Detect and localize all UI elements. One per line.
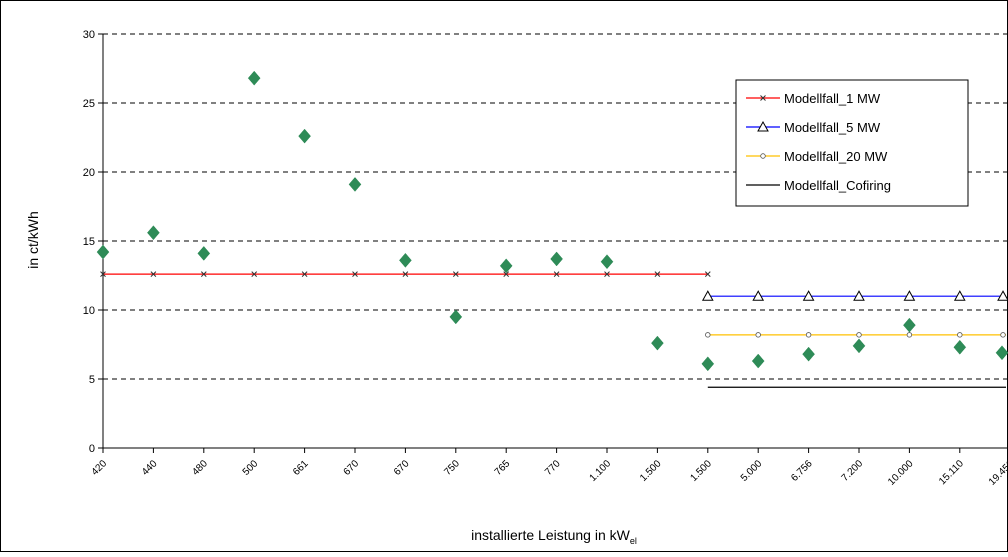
point-modellfall-1-mw-5-stroke-b xyxy=(352,271,358,277)
point-modellfall-1-mw-12-stroke-b xyxy=(704,271,711,277)
y-tick-label-30: 30 xyxy=(83,29,95,41)
point-modellfall-20-mw-12 xyxy=(705,332,711,338)
data-point-2 xyxy=(197,246,211,261)
point-modellfall-20-mw-17 xyxy=(957,332,963,338)
point-modellfall-1-mw-12 xyxy=(704,271,711,277)
x-axis-label: installierte Leistung in kWel xyxy=(471,527,637,546)
point-modellfall-1-mw-2-stroke-b xyxy=(200,271,207,277)
series-modellfall-5-mw xyxy=(701,290,1008,301)
legend-label-modellfall-20-mw: Modellfall_20 MW xyxy=(784,149,888,164)
point-modellfall-5-mw-18 xyxy=(997,290,1008,301)
data-point-8 xyxy=(499,258,513,274)
series xyxy=(96,70,1008,388)
point-modellfall-1-mw-4 xyxy=(301,271,308,277)
data-point-15 xyxy=(852,338,866,354)
data-point-12 xyxy=(701,356,715,372)
data-point-5 xyxy=(348,177,362,192)
series-modellfall-20-mw xyxy=(705,332,1006,338)
point-modellfall-1-mw-11-stroke-b xyxy=(654,271,661,277)
data-point-18 xyxy=(995,345,1008,361)
x-axis-label-main: installierte Leistung in kW xyxy=(471,527,631,543)
legend: Modellfall_1 MW Modellfall_5 MW Modellfall… xyxy=(735,79,969,207)
data-point-11 xyxy=(651,335,664,351)
legend-marker-modellfall-20-mw xyxy=(760,153,766,159)
point-modellfall-1-mw-3-stroke-b xyxy=(251,271,258,277)
point-modellfall-1-mw-10 xyxy=(604,271,610,277)
y-tick-label-0: 0 xyxy=(89,443,95,455)
y-tick-label-25: 25 xyxy=(83,98,95,110)
legend-marker-modellfall-5-mw xyxy=(757,120,769,132)
point-modellfall-1-mw-7-stroke-b xyxy=(452,271,459,277)
point-modellfall-1-mw-0 xyxy=(100,271,106,277)
point-modellfall-20-mw-16 xyxy=(906,332,913,338)
point-modellfall-1-mw-10-stroke-b xyxy=(604,271,610,277)
legend-item-modellfall-5-mw: Modellfall_5 MW xyxy=(746,120,881,135)
legend-item-modellfall-20-mw: Modellfall_20 MW xyxy=(746,149,888,164)
axes xyxy=(98,33,1008,453)
y-tick-label-5: 5 xyxy=(89,374,95,386)
point-modellfall-5-mw-12 xyxy=(701,290,714,301)
legend-marker-modellfall-1-mw-stroke-b xyxy=(760,95,766,101)
point-modellfall-1-mw-6-stroke-b xyxy=(402,271,409,277)
point-modellfall-1-mw-0-stroke-b xyxy=(100,271,106,277)
point-modellfall-1-mw-8-stroke-b xyxy=(503,271,510,277)
legend-label-modellfall-5-mw: Modellfall_5 MW xyxy=(784,120,881,135)
legend-marker-modellfall-1-mw xyxy=(760,95,766,101)
point-modellfall-5-mw-16 xyxy=(903,290,916,301)
data-point-13 xyxy=(751,353,765,369)
gridlines xyxy=(103,33,1008,380)
point-modellfall-1-mw-7 xyxy=(452,271,459,277)
point-modellfall-1-mw-9-stroke-b xyxy=(553,271,560,277)
point-modellfall-1-mw-11 xyxy=(654,271,661,277)
point-modellfall-1-mw-9 xyxy=(553,271,560,277)
data-point-3 xyxy=(247,70,261,86)
data-point-0 xyxy=(96,244,110,260)
data-point-4 xyxy=(298,128,311,144)
point-modellfall-20-mw-18 xyxy=(1000,332,1006,338)
legend-item-modellfall-1-mw: Modellfall_1 MW xyxy=(746,91,881,106)
data-point-7 xyxy=(449,309,463,325)
point-modellfall-1-mw-6 xyxy=(402,271,409,277)
x-axis-label-subscript: el xyxy=(630,536,637,546)
series-modellfall-1-mw xyxy=(100,271,711,277)
point-modellfall-1-mw-1 xyxy=(150,271,157,277)
data-point-6 xyxy=(399,252,412,268)
point-modellfall-1-mw-2 xyxy=(200,271,207,277)
point-modellfall-1-mw-5 xyxy=(352,271,358,277)
data-point-16 xyxy=(903,317,916,333)
y-tick-label-15: 15 xyxy=(83,236,95,248)
legend-item-modellfall-cofiring: Modellfall_Cofiring xyxy=(746,178,891,193)
point-modellfall-20-mw-15 xyxy=(856,332,862,338)
point-modellfall-5-mw-17 xyxy=(953,290,966,301)
series-datapoints xyxy=(96,70,1008,372)
data-point-1 xyxy=(147,225,160,241)
data-point-14 xyxy=(802,346,815,362)
point-modellfall-1-mw-1-stroke-b xyxy=(150,271,157,277)
point-modellfall-1-mw-8 xyxy=(503,271,510,277)
legend-label-modellfall-1-mw: Modellfall_1 MW xyxy=(784,91,881,106)
data-point-10 xyxy=(600,254,614,270)
legend-label-modellfall-cofiring: Modellfall_Cofiring xyxy=(784,178,891,193)
point-modellfall-5-mw-14 xyxy=(802,290,815,301)
point-modellfall-1-mw-4-stroke-b xyxy=(301,271,308,277)
y-axis-label: in ct/kWh xyxy=(25,211,41,269)
y-tick-label-20: 20 xyxy=(83,167,95,179)
point-modellfall-1-mw-3 xyxy=(251,271,258,277)
data-point-9 xyxy=(550,251,563,267)
point-modellfall-5-mw-13 xyxy=(752,290,765,301)
data-point-17 xyxy=(953,339,967,355)
point-modellfall-20-mw-14 xyxy=(805,332,812,338)
point-modellfall-5-mw-15 xyxy=(853,290,865,301)
point-modellfall-20-mw-13 xyxy=(755,332,761,338)
y-tick-label-10: 10 xyxy=(83,305,95,317)
